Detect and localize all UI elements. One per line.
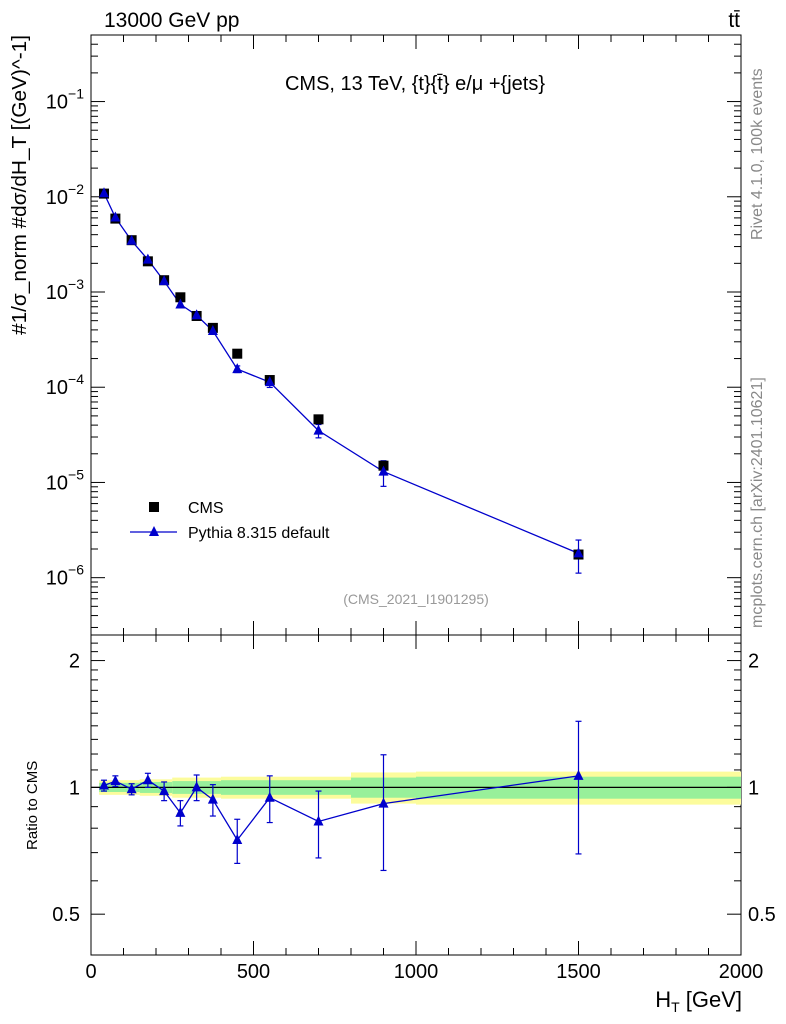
x-tick-label: 500 <box>237 961 270 983</box>
rivet-version-label: Rivet 4.1.0, 100k events <box>749 68 766 240</box>
ratio-data-point <box>175 806 186 817</box>
ratio-data-point <box>99 779 109 790</box>
ratio-data-point <box>232 834 243 845</box>
ratio-data-point <box>313 815 324 826</box>
pythia-data-point <box>207 324 218 335</box>
cms-data-point <box>313 414 324 425</box>
ratio-plot-marks <box>99 720 584 872</box>
y-tick-label: 10−4 <box>46 371 84 399</box>
ratio-data-point <box>142 774 153 785</box>
ratio-y-tick-label-right: 2 <box>748 651 759 673</box>
collision-energy-label: 13000 GeV pp <box>104 9 239 32</box>
y-axis-label: #1/σ_norm #dσ/dH_T [(GeV)^-1] <box>9 35 31 335</box>
pythia-data-point <box>573 547 584 558</box>
pythia-data-point <box>99 187 109 198</box>
x-axis-label-main: H <box>655 987 671 1012</box>
x-tick-label: 1000 <box>394 961 439 983</box>
legend-pythia-marker <box>149 526 159 536</box>
ratio-data-point <box>207 793 218 804</box>
legend-pythia-label: Pythia 8.315 default <box>188 525 330 542</box>
process-label: tt̄ <box>728 9 740 32</box>
chart-title: CMS, 13 TeV, {t}{t̄} e/μ +{jets} <box>285 73 545 95</box>
pythia-data-point <box>110 211 121 222</box>
ratio-y-tick-label-right: 0.5 <box>748 904 776 926</box>
x-tick-label: 0 <box>85 961 96 983</box>
pythia-data-point <box>126 234 137 245</box>
x-axis-label-sub: T <box>671 999 680 1015</box>
pythia-data-point <box>313 424 324 435</box>
pythia-data-point <box>378 465 389 476</box>
ratio-y-tick-label: 2 <box>69 651 80 673</box>
cms-data-point <box>232 348 243 359</box>
cms-data-point <box>175 292 186 303</box>
y-tick-label: 10−5 <box>46 466 84 494</box>
main-plot-marks <box>99 187 584 574</box>
x-tick-label: 1500 <box>556 961 601 983</box>
legend-cms-label: CMS <box>188 500 224 517</box>
legend-cms-marker <box>149 502 159 512</box>
pythia-data-point <box>159 275 170 286</box>
x-axis-label-unit: [GeV] <box>680 987 742 1012</box>
ratio-data-point <box>126 783 137 794</box>
ratio-y-axis-label: Ratio to CMS <box>24 761 41 850</box>
y-tick-label: 10−2 <box>46 181 84 209</box>
pythia-data-point <box>264 376 275 387</box>
ratio-data-point <box>573 769 584 780</box>
axis-ticks: 0 500 1000 1500 2000 10−1 10−2 10−3 10−4 10−5 10−6… <box>46 34 776 983</box>
ratio-data-point <box>191 781 202 792</box>
pythia-data-point <box>232 363 243 374</box>
y-axis-label-text: #1/σ_norm #dσ/dH_T [(GeV)^-1] <box>9 35 31 335</box>
ratio-data-point <box>159 785 170 796</box>
y-tick-label: 10−6 <box>46 562 84 590</box>
ratio-y-tick-label-right: 1 <box>748 777 759 799</box>
y-tick-label: 10−1 <box>46 86 84 114</box>
ratio-y-tick-label: 0.5 <box>52 904 80 926</box>
pythia-data-point <box>142 253 153 264</box>
pythia-line <box>103 192 579 554</box>
main-plot-frame <box>90 34 742 636</box>
pythia-data-point <box>175 298 186 309</box>
ratio-data-point <box>264 791 275 802</box>
analysis-id: (CMS_2021_I1901295) <box>343 591 489 607</box>
ratio-data-point <box>378 797 389 808</box>
y-tick-label: 10−3 <box>46 276 84 304</box>
pythia-data-point <box>191 309 202 320</box>
x-tick-label: 2000 <box>719 961 764 983</box>
legend: CMS Pythia 8.315 default <box>130 500 330 542</box>
mcplots-label: mcplots.cern.ch [arXiv:2401.10621] <box>749 377 766 628</box>
x-axis-label: HT [GeV] <box>655 987 742 1015</box>
ratio-data-point <box>110 775 121 786</box>
ratio-y-tick-label: 1 <box>69 777 80 799</box>
